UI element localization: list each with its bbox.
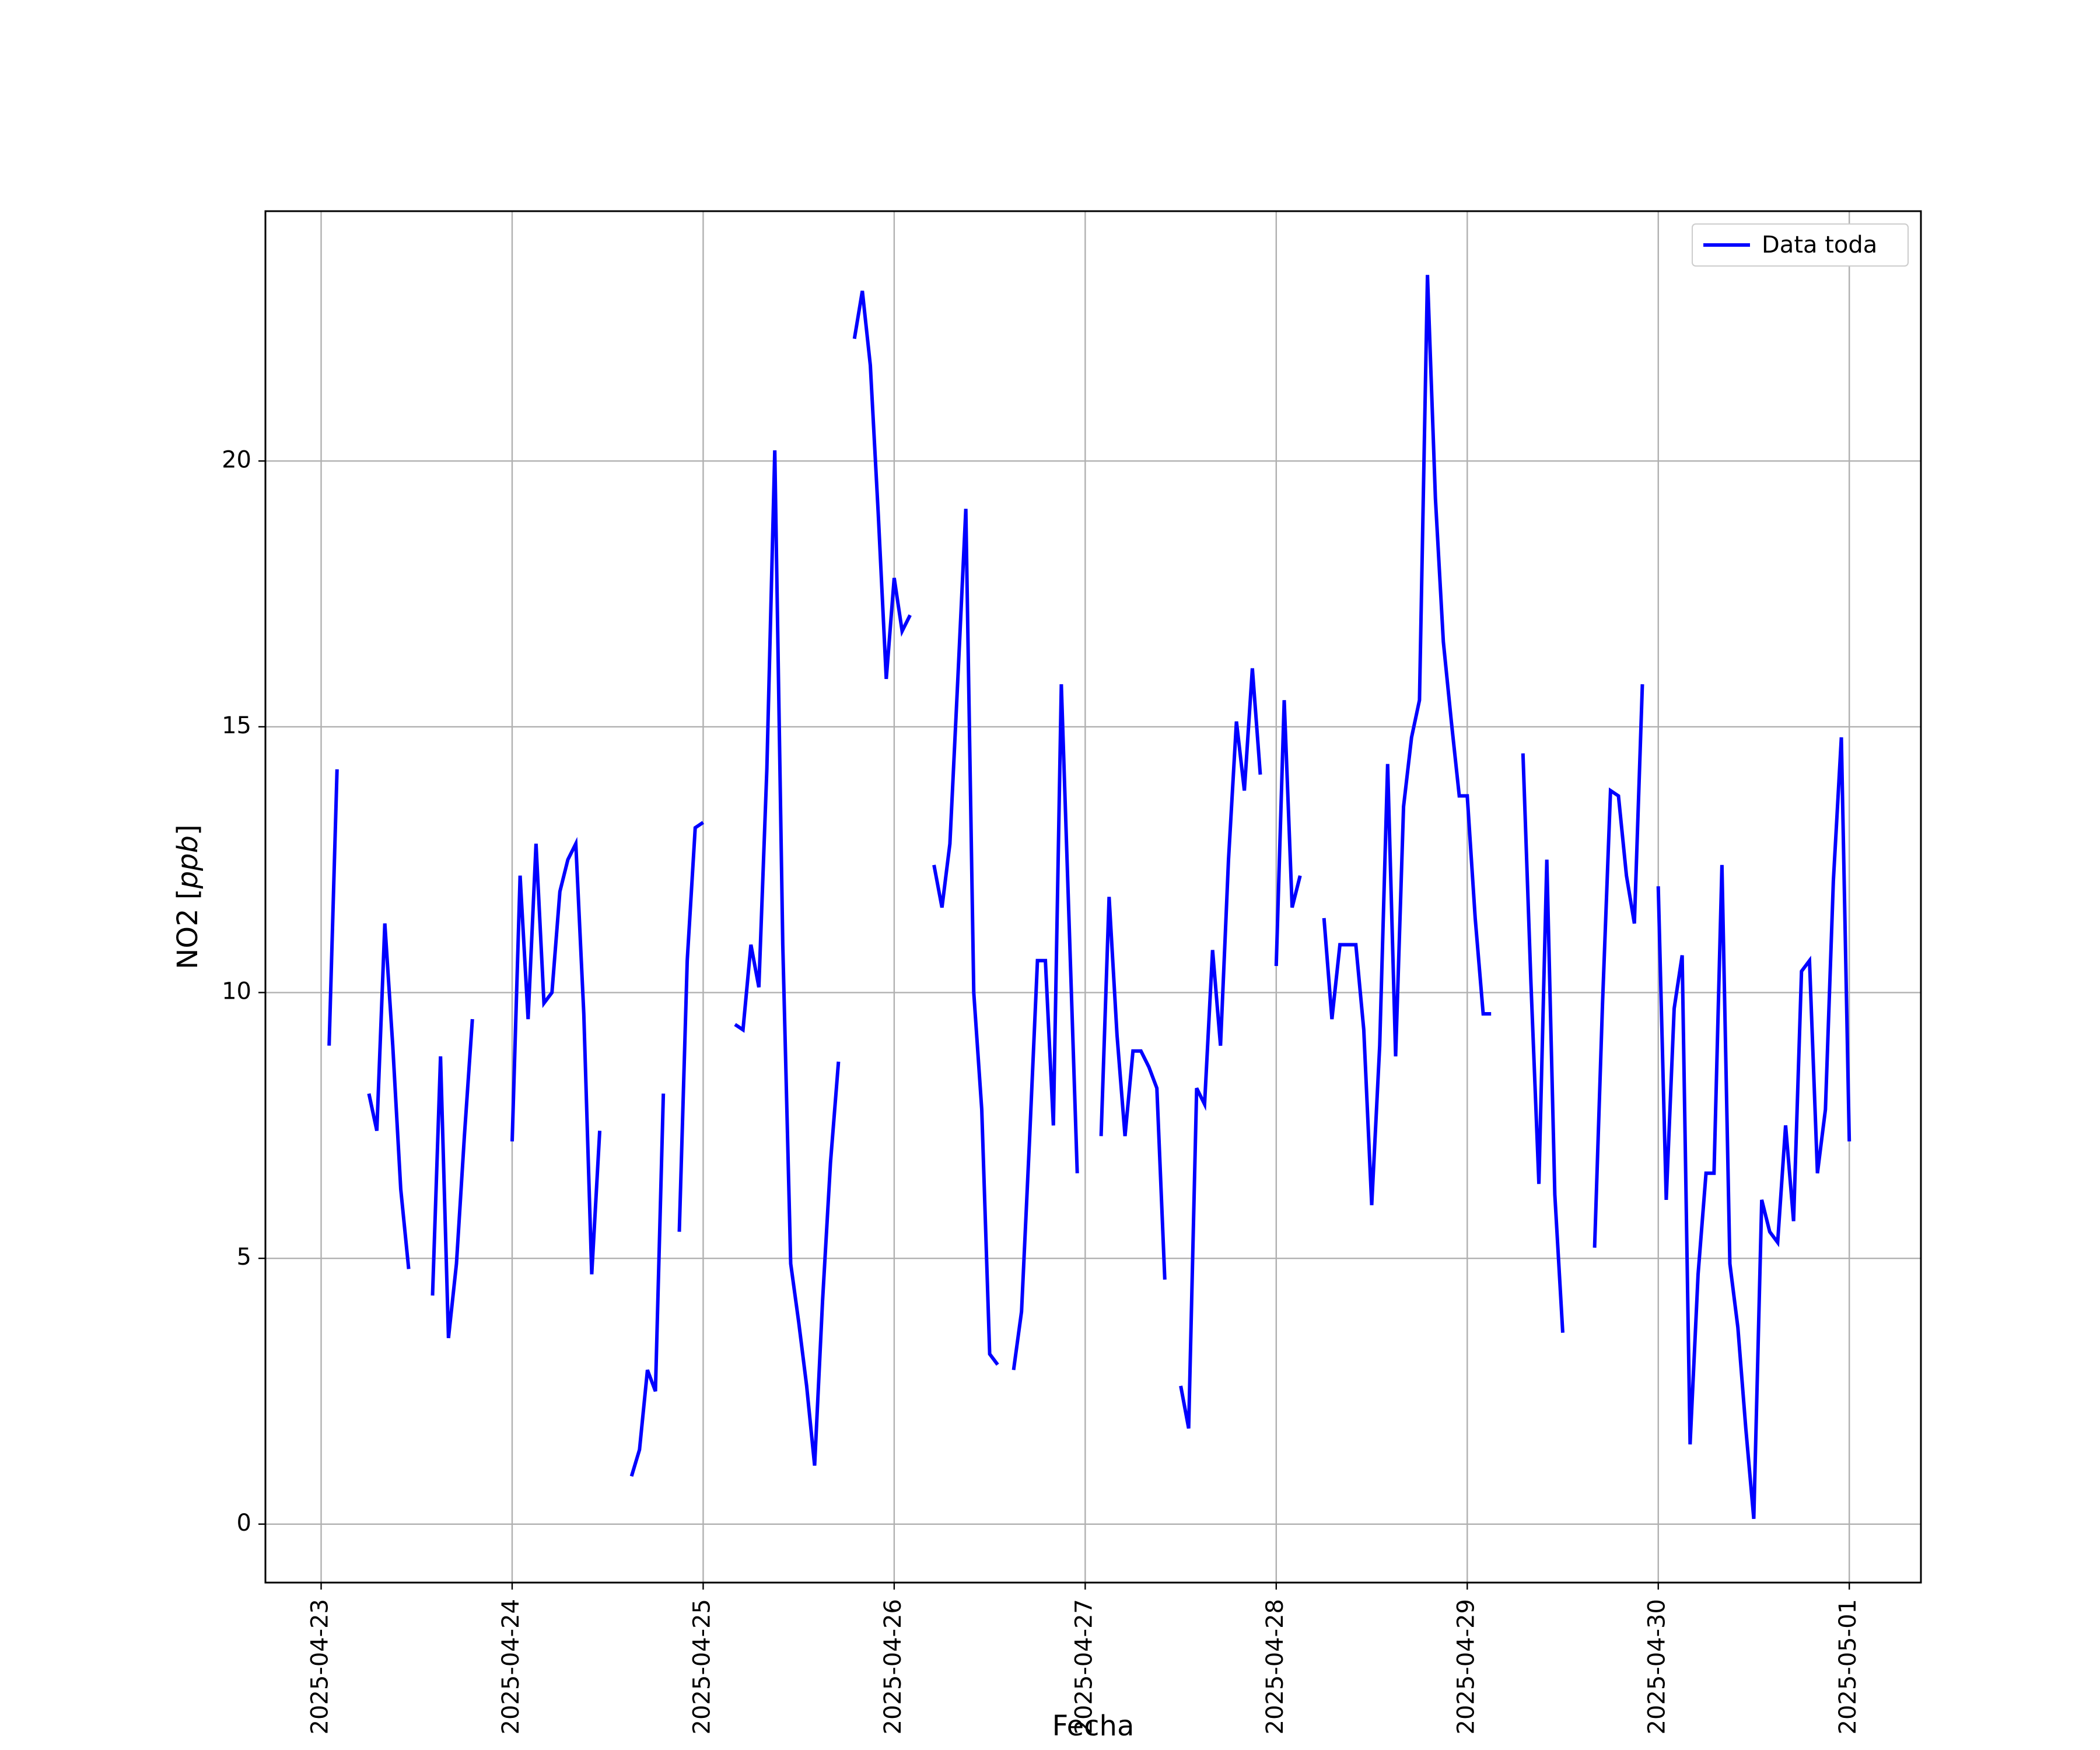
y-tick-label: 20 (222, 446, 251, 473)
series-line-segment (1274, 700, 1302, 967)
x-tick-label: 2025-04-27 (1070, 1599, 1097, 1734)
series-line-segment (1012, 684, 1079, 1370)
series-line-segment (1322, 275, 1492, 1206)
x-tick-label: 2025-04-24 (498, 1599, 524, 1734)
series-line-segment (852, 290, 912, 680)
y-axis-label: NO2 [ppb] (172, 824, 204, 969)
x-tick-label: 2025-04-29 (1452, 1599, 1479, 1734)
plot-area-frame (264, 210, 1922, 1584)
y-axis-label-unit: ppb (172, 835, 204, 889)
x-tick-label: 2025-05-01 (1835, 1599, 1861, 1734)
x-axis-label: Fecha (1052, 1710, 1135, 1742)
y-axis-label-main: NO2 [ (172, 888, 204, 969)
grid-lines (265, 211, 1921, 1583)
y-tick-label: 15 (222, 712, 251, 739)
x-tick-label: 2025-04-25 (688, 1599, 715, 1734)
x-tick-label: 2025-04-28 (1262, 1599, 1289, 1734)
series-line-segment (734, 450, 841, 1466)
y-tick-label: 10 (222, 978, 251, 1005)
series-line-segment (629, 1093, 666, 1477)
x-axis-ticks: 2025-04-23 2025-04-24 2025-04-25 2025-04-26… (307, 1583, 1861, 1734)
series-line-segment (932, 509, 999, 1366)
legend-box (1692, 223, 1909, 267)
series-line-segment (677, 821, 705, 1232)
series-line-segment (327, 769, 339, 1046)
x-tick-label: 2025-04-30 (1644, 1599, 1671, 1734)
y-tick-label: 5 (237, 1244, 251, 1270)
series-line-segment (510, 836, 602, 1275)
series-line-segment (1656, 737, 1852, 1519)
series-line-segment (1099, 897, 1167, 1280)
y-axis-ticks: 0 5 10 15 20 (222, 446, 265, 1536)
series-line-segment (1592, 684, 1644, 1248)
x-tick-label: 2025-04-23 (307, 1599, 334, 1734)
legend-label-data-toda: Data toda (1762, 232, 1877, 258)
series-line-segment (430, 1019, 474, 1339)
series-line-segment (367, 923, 411, 1269)
data-series-lines (327, 275, 1852, 1519)
y-axis-label-end: ] (172, 824, 204, 835)
series-line-segment (1179, 668, 1262, 1429)
legend: Data toda (1692, 223, 1909, 267)
y-tick-label: 0 (237, 1510, 251, 1536)
series-line-segment (1521, 753, 1564, 1333)
x-tick-label: 2025-04-26 (880, 1599, 907, 1734)
